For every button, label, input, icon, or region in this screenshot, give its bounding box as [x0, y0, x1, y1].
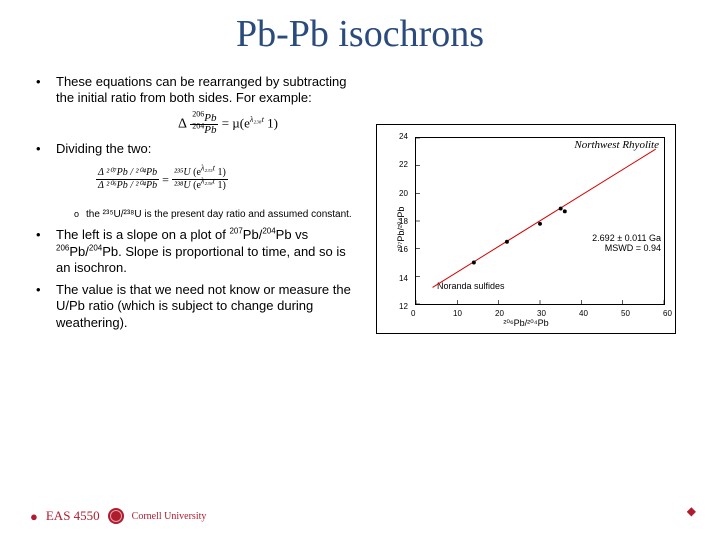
bullet-item-2: Dividing the two: Δ ²⁰⁷Pb / ²⁰⁴Pb Δ ²⁰⁶P…	[30, 141, 360, 222]
x-tick-label: 0	[411, 309, 415, 318]
x-axis-label: ²⁰⁶Pb/²⁰⁴Pb	[377, 318, 675, 329]
sub-bullet-list: the ²³⁵U/²³⁸U is the present day ratio a…	[56, 209, 360, 222]
eq1-num-sup: 206	[192, 109, 204, 118]
x-tick-label: 30	[537, 309, 546, 318]
x-tick-label: 50	[621, 309, 630, 318]
eq1-exp: λ₂₃₈t	[250, 115, 264, 124]
y-tick-label: 24	[399, 132, 408, 141]
eq2-rn-exp: λ₂₃₅t	[201, 163, 215, 172]
bullet-2-text: Dividing the two:	[56, 141, 151, 156]
bullet-3-mid: Pb vs	[276, 227, 309, 242]
bullet-list: These equations can be rearranged by sub…	[30, 74, 360, 331]
y-tick-label: 14	[399, 274, 408, 283]
bullet-4-text: The value is that we need not know or me…	[56, 282, 351, 330]
bullet-item-4: The value is that we need not know or me…	[30, 282, 360, 331]
footer-course: EAS 4550	[46, 508, 100, 524]
chart-svg	[416, 138, 664, 304]
sup-206: 206	[56, 243, 69, 252]
x-tick-label: 10	[453, 309, 462, 318]
sub-bullet-1: the ²³⁵U/²³⁸U is the present day ratio a…	[74, 209, 360, 222]
content-row: These equations can be rearranged by sub…	[30, 74, 690, 337]
sub-bullet-1-text: the ²³⁵U/²³⁸U is the present day ratio a…	[86, 209, 352, 220]
footer-bullet-icon: ●	[30, 509, 38, 524]
eq2-rn-b: (e	[193, 167, 201, 178]
footer: ● EAS 4550 Cornell University	[30, 508, 206, 524]
equation-2: Δ ²⁰⁷Pb / ²⁰⁴Pb Δ ²⁰⁶Pb / ²⁰⁴Pb = ²³⁵U (…	[96, 167, 360, 207]
slide-root: Pb-Pb isochrons These equations can be r…	[0, 0, 720, 540]
y-tick-label: 12	[399, 302, 408, 311]
bullet-1-text: These equations can be rearranged by sub…	[56, 74, 347, 105]
y-tick-label: 20	[399, 189, 408, 198]
x-tick-label: 20	[495, 309, 504, 318]
eq2-rd-b: (e	[193, 180, 201, 191]
eq2-left-den: Δ ²⁰⁶Pb / ²⁰⁴Pb	[96, 180, 159, 193]
eq2-left-num: Δ ²⁰⁷Pb / ²⁰⁴Pb	[96, 167, 159, 181]
x-tick-label: 60	[663, 309, 672, 318]
y-tick-label: 22	[399, 160, 408, 169]
eq1-num-base: Pb	[204, 112, 216, 124]
sup-204a: 204	[262, 227, 275, 236]
sup-207: 207	[229, 227, 242, 236]
page-title: Pb-Pb isochrons	[30, 12, 690, 56]
isochron-chart: ²⁰⁷Pb/²⁰⁴Pb ²⁰⁶Pb/²⁰⁴Pb Northwest Rhyoli…	[376, 124, 676, 334]
corner-dot-icon: ◆	[687, 504, 696, 518]
eq1-den-base: Pb	[204, 124, 216, 136]
y-tick-label: 16	[399, 245, 408, 254]
eq1-eq: = µ(e	[222, 115, 250, 130]
x-tick-label: 40	[579, 309, 588, 318]
eq1-tail: 1)	[264, 115, 278, 130]
eq2-rd-c: 1)	[215, 180, 226, 191]
footer-university: Cornell University	[132, 511, 207, 522]
eq2-rd-exp: λ₂₃₈t	[201, 177, 215, 186]
eq2-rd-a: ²³⁸U	[174, 180, 191, 191]
y-tick-label: 18	[399, 217, 408, 226]
right-column: ²⁰⁷Pb/²⁰⁴Pb ²⁰⁶Pb/²⁰⁴Pb Northwest Rhyoli…	[376, 74, 690, 337]
bullet-item-1: These equations can be rearranged by sub…	[30, 74, 360, 149]
cornell-seal-icon	[108, 508, 124, 524]
bullet-3-pre: The left is a slope on a plot of	[56, 227, 229, 242]
left-column: These equations can be rearranged by sub…	[30, 74, 360, 337]
plot-area	[415, 137, 665, 305]
bullet-item-3: The left is a slope on a plot of 207Pb/2…	[30, 227, 360, 276]
sup-204b: 204	[89, 243, 102, 252]
eq2-rn-c: 1)	[215, 167, 226, 178]
eq2-rn-a: ²³⁵U	[174, 167, 191, 178]
eq1-den-sup: 204	[192, 121, 204, 130]
